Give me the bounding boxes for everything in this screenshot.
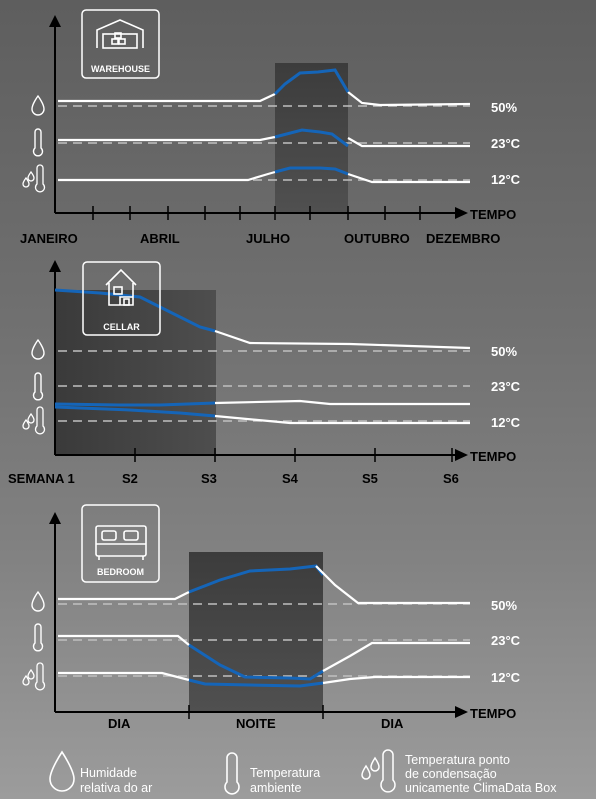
dew-point-icon — [361, 749, 396, 793]
legend-label: Temperatura ponto — [405, 753, 510, 767]
humidity-line-highlight — [54, 288, 216, 333]
badge-label: CELLAR — [103, 322, 140, 332]
label-dew-point: 12°C — [491, 172, 521, 187]
legend-item-humidity: Humidade relativa do ar — [49, 750, 152, 795]
thermometer-icon — [32, 623, 44, 652]
x-tick-label: S5 — [362, 471, 378, 486]
badge-cellar: CELLAR — [82, 261, 161, 336]
label-dew-point: 12°C — [491, 670, 521, 685]
reference-lines — [58, 603, 470, 677]
thermometer-icon — [32, 372, 44, 401]
y-axis-arrow — [49, 260, 61, 272]
x-ticks — [92, 206, 421, 220]
x-tick-label: JULHO — [246, 231, 290, 246]
x-axis-label: TEMPO — [470, 449, 516, 464]
badge-warehouse: WAREHOUSE — [81, 9, 160, 79]
humidity-line-highlight — [273, 68, 350, 96]
humidity-line-after — [347, 91, 471, 107]
y-axis-arrow — [49, 512, 61, 524]
drop-icon — [31, 338, 45, 360]
legend-label: de condensação — [405, 767, 497, 781]
warehouse-icon — [96, 19, 144, 49]
label-humidity: 50% — [491, 100, 517, 115]
badge-bedroom: BEDROOM — [81, 504, 160, 583]
legend-item-temperature: Temperatura ambiente — [224, 752, 320, 795]
label-dew-point: 12°C — [491, 415, 521, 430]
cellar-icon — [105, 268, 137, 306]
temperature-line-highlight — [54, 401, 216, 407]
drop-icon — [31, 590, 45, 612]
humidity-line-after — [315, 565, 470, 605]
temperature-line-highlight — [188, 643, 324, 681]
legend-item-dew-point: Temperatura ponto de condensação unicame… — [361, 749, 557, 795]
x-tick-label: S3 — [201, 471, 217, 486]
label-temperature: 23°C — [491, 633, 521, 648]
label-humidity: 50% — [491, 344, 517, 359]
humidity-line — [58, 591, 190, 601]
x-tick-label: OUTUBRO — [344, 231, 410, 246]
legend-label: unicamente ClimaData Box — [405, 781, 557, 795]
x-tick-label: ABRIL — [140, 231, 180, 246]
dew-point-line — [214, 414, 470, 425]
x-tick-label: NOITE — [236, 716, 276, 731]
chart-cellar: CELLAR 50% 23°C 12°C TEMPO SEMANA 1 S2 S… — [8, 260, 521, 486]
temperature-line — [214, 399, 470, 406]
temperature-line-after — [322, 641, 470, 672]
y-axis-arrow — [49, 15, 61, 27]
temperature-line-highlight — [274, 128, 349, 148]
label-humidity: 50% — [491, 598, 517, 613]
dew-point-line-highlight — [274, 166, 349, 176]
x-tick-label: SEMANA 1 — [8, 471, 75, 486]
x-ticks — [134, 448, 453, 462]
chart-bedroom: BEDROOM 50% 23°C 12°C TEMPO DIA NOITE DI… — [22, 504, 521, 731]
x-tick-label: JANEIRO — [20, 231, 78, 246]
dew-point-line-after — [322, 675, 470, 685]
x-axis-arrow — [455, 449, 468, 461]
legend-label: Temperatura — [250, 766, 320, 780]
x-tick-label: DIA — [108, 716, 131, 731]
x-tick-label: S4 — [282, 471, 299, 486]
highlight-band-night — [189, 552, 323, 712]
badge-label: BEDROOM — [97, 567, 144, 577]
dew-point-line — [58, 170, 276, 182]
drop-icon — [31, 94, 45, 116]
x-tick-label: S6 — [443, 471, 459, 486]
bed-icon — [95, 525, 147, 560]
legend-label: Humidade — [80, 766, 137, 780]
reference-lines — [58, 105, 470, 181]
dew-point-icon — [22, 662, 46, 691]
badge-label: WAREHOUSE — [91, 64, 150, 74]
x-ticks — [188, 705, 324, 719]
drop-icon — [49, 750, 75, 792]
humidity-line — [58, 93, 276, 103]
label-temperature: 23°C — [491, 136, 521, 151]
x-axis-label: TEMPO — [470, 706, 516, 721]
x-axis-arrow — [455, 207, 468, 219]
chart-warehouse: WAREHOUSE 50% 23°C 12°C TEMPO JANEIRO AB… — [20, 9, 521, 246]
dew-point-icon — [22, 164, 46, 193]
legend-label: relativa do ar — [80, 781, 152, 795]
legend: Humidade relativa do ar Temperatura ambi… — [49, 749, 557, 795]
label-temperature: 23°C — [491, 379, 521, 394]
x-tick-label: S2 — [122, 471, 138, 486]
thermometer-icon — [32, 128, 44, 157]
x-axis-label: TEMPO — [470, 207, 516, 222]
humidity-line — [214, 329, 471, 350]
thermometer-icon — [224, 752, 240, 795]
dew-point-line-after — [347, 172, 470, 184]
temperature-line — [58, 634, 190, 646]
temperature-line — [58, 135, 276, 142]
dew-point-line-highlight — [188, 678, 324, 688]
x-tick-label: DIA — [381, 716, 404, 731]
reference-lines — [58, 350, 470, 422]
temperature-line-after — [347, 137, 470, 148]
dew-point-line — [58, 671, 190, 682]
highlight-band-first-weeks — [55, 290, 216, 455]
legend-label: ambiente — [250, 781, 301, 795]
x-axis-arrow — [455, 706, 468, 718]
dew-point-line-highlight — [54, 405, 216, 418]
x-tick-label: DEZEMBRO — [426, 231, 500, 246]
dew-point-icon — [22, 406, 46, 435]
